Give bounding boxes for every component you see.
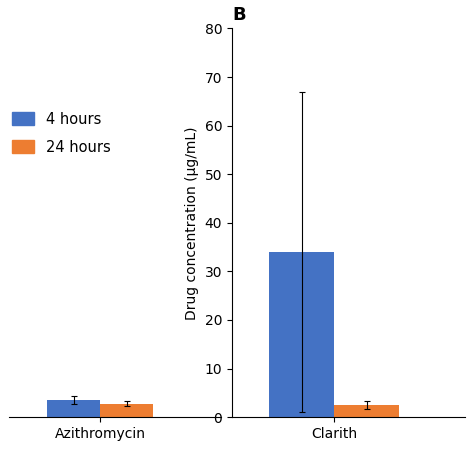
Legend: 4 hours, 24 hours: 4 hours, 24 hours bbox=[6, 106, 116, 161]
Y-axis label: Drug concentration (µg/mL): Drug concentration (µg/mL) bbox=[185, 126, 199, 319]
Text: B: B bbox=[232, 6, 246, 24]
Bar bbox=[100, 403, 153, 417]
Bar bbox=[334, 405, 400, 417]
Bar bbox=[47, 400, 100, 417]
Bar bbox=[269, 252, 334, 417]
